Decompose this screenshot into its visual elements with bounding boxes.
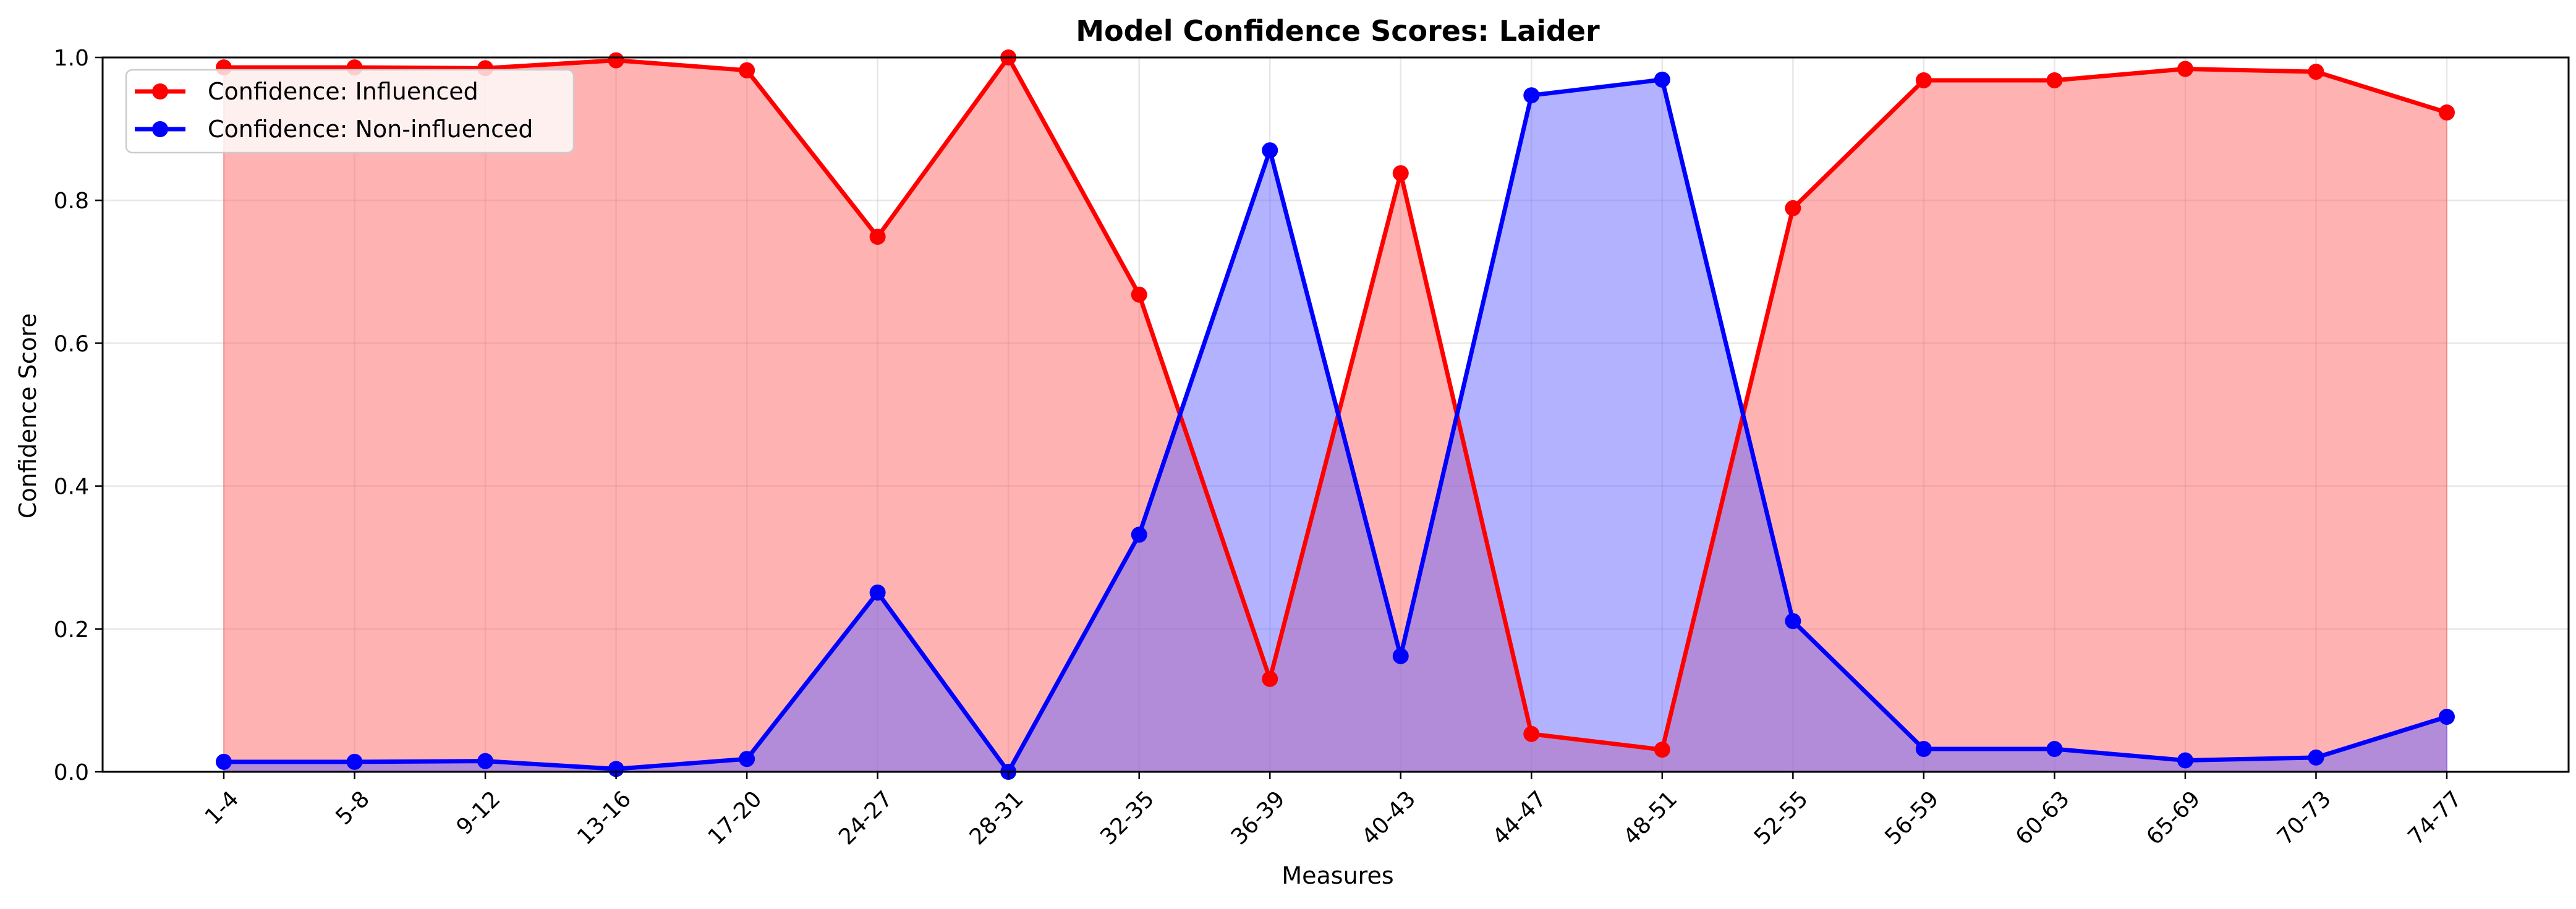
data-point-influenced: [2308, 64, 2324, 80]
data-point-influenced: [1262, 670, 1278, 687]
legend-swatch-marker-non-influenced: [152, 121, 168, 137]
data-point-influenced: [869, 229, 886, 245]
data-point-influenced: [2439, 104, 2455, 121]
data-point-influenced: [2046, 72, 2063, 88]
series-line-influenced: [221, 55, 2449, 752]
data-point-influenced: [1131, 286, 1147, 303]
data-point-non-influenced: [2177, 752, 2193, 769]
data-point-influenced: [1392, 165, 1409, 182]
legend-box: [125, 69, 575, 154]
data-point-non-influenced: [2308, 749, 2324, 766]
data-point-influenced: [608, 52, 624, 69]
data-point-non-influenced: [2046, 741, 2063, 758]
data-point-non-influenced: [346, 753, 363, 770]
series-points: [216, 49, 2455, 780]
y-tick-label: 0.0: [54, 760, 89, 785]
data-point-non-influenced: [739, 751, 755, 767]
data-point-influenced: [1523, 725, 1540, 742]
chart-title: Model Confidence Scores: Laider: [1076, 14, 1600, 48]
legend-label-non-influenced: Confidence: Non-influenced: [208, 116, 533, 143]
data-point-non-influenced: [1915, 741, 1932, 758]
legend: Confidence: Influenced Confidence: Non-in…: [125, 69, 575, 154]
legend-label-influenced: Confidence: Influenced: [208, 78, 478, 105]
data-point-non-influenced: [2439, 708, 2455, 725]
y-tick-label: 0.2: [54, 617, 89, 643]
data-point-influenced: [1915, 72, 1932, 88]
plot-frame: [101, 56, 2570, 773]
data-point-influenced: [1785, 200, 1801, 216]
data-point-non-influenced: [477, 753, 494, 769]
legend-swatch-marker-influenced: [152, 83, 168, 99]
y-tick-label: 0.6: [54, 331, 89, 357]
data-point-non-influenced: [869, 584, 886, 601]
data-point-influenced: [739, 62, 755, 78]
data-point-non-influenced: [608, 761, 624, 777]
data-point-non-influenced: [1131, 526, 1147, 543]
data-point-non-influenced: [1785, 613, 1801, 630]
x-axis-label: Measures: [1282, 862, 1393, 889]
data-point-influenced: [2177, 61, 2193, 77]
data-point-non-influenced: [216, 753, 232, 770]
series-lines: [221, 55, 2449, 774]
y-axis-label: Confidence Score: [14, 313, 41, 518]
data-point-non-influenced: [1654, 71, 1670, 88]
data-point-non-influenced: [1262, 142, 1278, 159]
data-point-non-influenced: [1392, 648, 1409, 664]
series-line-non-influenced: [221, 77, 2449, 774]
data-point-non-influenced: [1523, 87, 1540, 104]
y-tick-label: 0.8: [54, 188, 89, 214]
data-point-influenced: [1654, 742, 1670, 758]
y-tick-label: 1.0: [54, 46, 89, 71]
y-tick-label: 0.4: [54, 475, 89, 500]
